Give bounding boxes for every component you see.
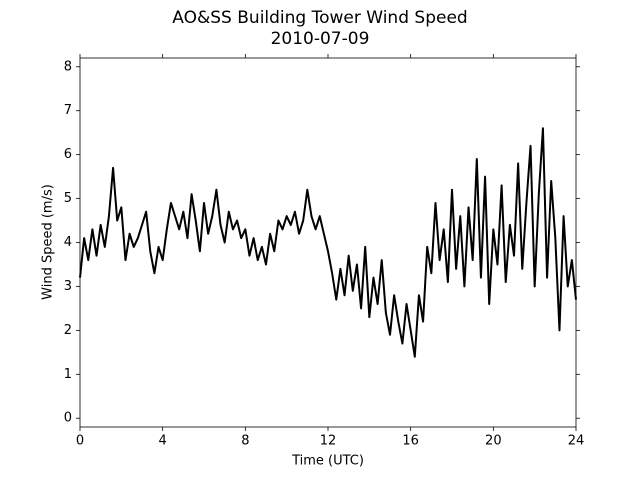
x-tick-label: 4 (159, 434, 167, 449)
chart-title: AO&SS Building Tower Wind Speed (172, 8, 467, 28)
y-tick-label: 8 (64, 59, 72, 74)
y-tick-label: 5 (64, 191, 72, 206)
plot-frame (79, 57, 577, 428)
y-tick-label: 3 (64, 279, 72, 294)
y-axis-label: Wind Speed (m/s) (41, 184, 56, 300)
y-tick-label: 0 (64, 411, 72, 426)
data-line (79, 127, 577, 358)
y-tick-label: 2 (64, 323, 72, 338)
x-tick-label: 24 (568, 434, 585, 449)
x-tick-label: 8 (241, 434, 249, 449)
y-tick-label: 4 (64, 235, 72, 250)
x-tick-label: 16 (402, 434, 419, 449)
y-tick-label: 1 (64, 367, 72, 382)
x-axis-label: Time (UTC) (291, 454, 364, 469)
x-tick-label: 0 (76, 434, 84, 449)
y-tick-label: 7 (64, 103, 72, 118)
x-tick-label: 20 (485, 434, 502, 449)
chart-subtitle: 2010-07-09 (271, 29, 370, 49)
x-tick-label: 12 (320, 434, 337, 449)
y-tick-label: 6 (64, 147, 72, 162)
